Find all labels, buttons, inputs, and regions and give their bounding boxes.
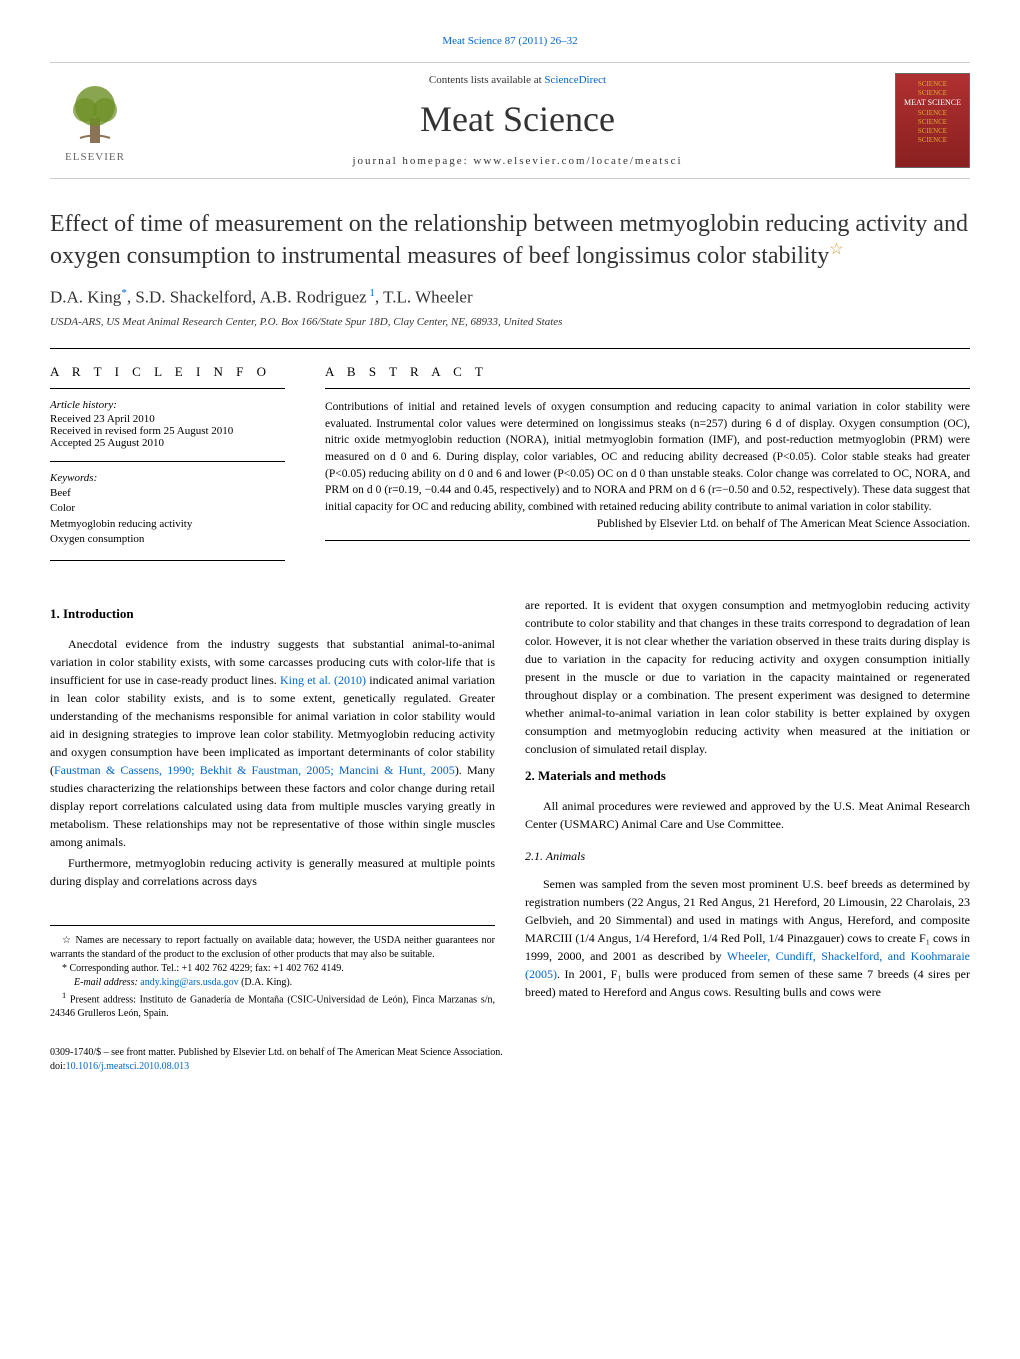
- body-columns: 1. Introduction Anecdotal evidence from …: [50, 596, 970, 1022]
- cover-text: SCIENCE SCIENCE MEAT SCIENCE SCIENCE SCI…: [904, 80, 961, 145]
- keywords-label: Keywords:: [50, 472, 285, 484]
- accepted-date: Accepted 25 August 2010: [50, 437, 285, 449]
- elsevier-tree-icon: [60, 78, 130, 148]
- intro-paragraph-2: Furthermore, metmyoglobin reducing activ…: [50, 854, 495, 890]
- authors-list: D.A. King*, S.D. Shackelford, A.B. Rodri…: [50, 287, 970, 308]
- keyword: Metmyoglobin reducing activity: [50, 517, 285, 532]
- keywords-block: Keywords: Beef Color Metmyoglobin reduci…: [50, 462, 285, 561]
- contents-prefix: Contents lists available at: [429, 74, 544, 86]
- journal-cover-thumbnail: SCIENCE SCIENCE MEAT SCIENCE SCIENCE SCI…: [895, 73, 970, 168]
- contents-available-text: Contents lists available at ScienceDirec…: [429, 74, 606, 86]
- journal-citation: Meat Science 87 (2011) 26–32: [50, 35, 970, 47]
- publisher-name: ELSEVIER: [65, 151, 125, 163]
- article-info-sidebar: A R T I C L E I N F O Article history: R…: [50, 349, 305, 576]
- info-abstract-row: A R T I C L E I N F O Article history: R…: [50, 348, 970, 576]
- keyword: Beef: [50, 486, 285, 501]
- publication-note: Published by Elsevier Ltd. on behalf of …: [325, 516, 970, 533]
- received-date: Received 23 April 2010: [50, 413, 285, 425]
- journal-name: Meat Science: [420, 98, 615, 140]
- author-last: , T.L. Wheeler: [375, 288, 473, 307]
- article-title: Effect of time of measurement on the rel…: [50, 209, 970, 272]
- footnote-email: E-mail address: andy.king@ars.usda.gov (…: [50, 976, 495, 990]
- email-link[interactable]: andy.king@ars.usda.gov: [140, 977, 238, 988]
- doi-link[interactable]: 10.1016/j.meatsci.2010.08.013: [66, 1061, 190, 1072]
- revised-date: Received in revised form 25 August 2010: [50, 425, 285, 437]
- footnote-present-address: 1 Present address: Instituto de Ganaderí…: [50, 990, 495, 1021]
- keyword: Oxygen consumption: [50, 532, 285, 547]
- intro-continuation: are reported. It is evident that oxygen …: [525, 596, 970, 758]
- footnote-star: ☆ Names are necessary to report factuall…: [50, 934, 495, 962]
- left-column: 1. Introduction Anecdotal evidence from …: [50, 596, 495, 1022]
- author-1: D.A. King: [50, 288, 121, 307]
- footnote-corresponding: * Corresponding author. Tel.: +1 402 762…: [50, 962, 495, 976]
- methods-heading: 2. Materials and methods: [525, 766, 970, 786]
- article-info-heading: A R T I C L E I N F O: [50, 364, 285, 389]
- affiliation: USDA-ARS, US Meat Animal Research Center…: [50, 316, 970, 328]
- keyword: Color: [50, 501, 285, 516]
- authors-mid: , S.D. Shackelford, A.B. Rodriguez: [127, 288, 367, 307]
- citation-link[interactable]: King et al. (2010): [280, 673, 366, 687]
- animals-paragraph: Semen was sampled from the seven most pr…: [525, 875, 970, 1001]
- author-footnote-1: 1: [367, 287, 375, 299]
- abstract-heading: A B S T R A C T: [325, 364, 970, 389]
- title-footnote-star: ☆: [829, 241, 843, 258]
- journal-homepage: journal homepage: www.elsevier.com/locat…: [352, 155, 682, 167]
- abstract-text: Contributions of initial and retained le…: [325, 399, 970, 541]
- history-label: Article history:: [50, 399, 285, 411]
- citation-link[interactable]: Faustman & Cassens, 1990; Bekhit & Faust…: [54, 763, 455, 777]
- publisher-logo: ELSEVIER: [50, 73, 140, 168]
- header-center: Contents lists available at ScienceDirec…: [140, 73, 895, 168]
- methods-paragraph: All animal procedures were reviewed and …: [525, 797, 970, 833]
- intro-paragraph-1: Anecdotal evidence from the industry sug…: [50, 635, 495, 851]
- header-bar: ELSEVIER Contents lists available at Sci…: [50, 62, 970, 179]
- doi-footer: 0309-1740/$ – see front matter. Publishe…: [50, 1046, 970, 1074]
- footnotes-block: ☆ Names are necessary to report factuall…: [50, 925, 495, 1021]
- doi-label: doi:: [50, 1061, 66, 1072]
- intro-heading: 1. Introduction: [50, 604, 495, 624]
- right-column: are reported. It is evident that oxygen …: [525, 596, 970, 1022]
- abstract-section: A B S T R A C T Contributions of initial…: [305, 349, 970, 576]
- animals-heading: 2.1. Animals: [525, 847, 970, 865]
- sciencedirect-link[interactable]: ScienceDirect: [544, 74, 606, 86]
- copyright-text: 0309-1740/$ – see front matter. Publishe…: [50, 1047, 503, 1058]
- article-history-block: Article history: Received 23 April 2010 …: [50, 399, 285, 462]
